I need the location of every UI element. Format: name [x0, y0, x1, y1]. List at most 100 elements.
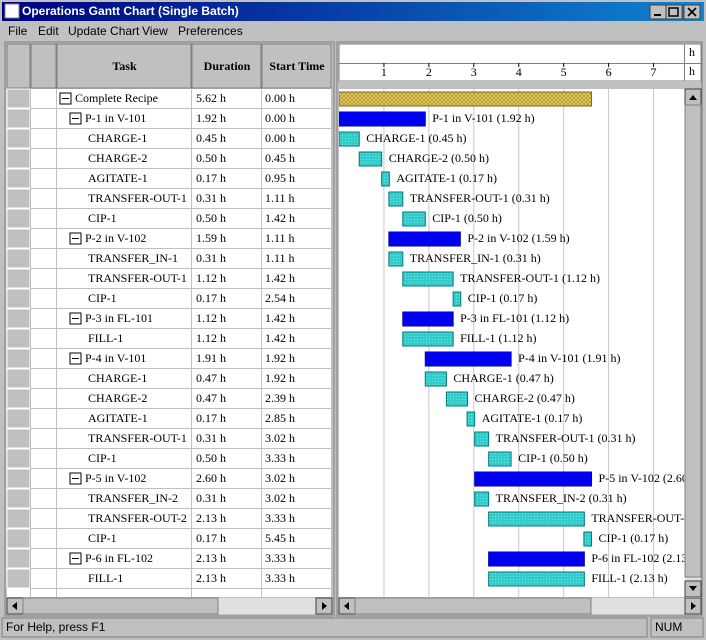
- start-cell: 0.00 h: [265, 111, 295, 125]
- gantt-bar: [339, 91, 593, 107]
- x-tick-label: 6: [606, 65, 612, 79]
- row-header[interactable]: [6, 488, 31, 509]
- row-header[interactable]: [6, 208, 31, 229]
- v-scroll-thumb[interactable]: [684, 104, 702, 578]
- task-name: P-4 in V-101: [85, 351, 146, 365]
- duration-cell: 0.31 h: [196, 251, 226, 265]
- row-header[interactable]: [6, 428, 31, 449]
- status-text: For Help, press F1: [6, 620, 106, 634]
- start-cell: 3.33 h: [265, 511, 295, 525]
- x-tick-label: 4: [516, 65, 522, 79]
- menu-item[interactable]: File: [8, 24, 28, 38]
- row-header[interactable]: [6, 448, 31, 469]
- row-header[interactable]: [6, 228, 31, 249]
- row-header[interactable]: [6, 388, 31, 409]
- arrow: [344, 602, 349, 610]
- start-cell: 3.33 h: [265, 551, 295, 565]
- bar-label: CIP-1 (0.17 h): [599, 531, 669, 545]
- row-header[interactable]: [6, 368, 31, 389]
- title-bar: [2, 2, 704, 21]
- task-name: TRANSFER-OUT-1: [88, 271, 187, 285]
- h-scroll-thumb[interactable]: [354, 597, 592, 615]
- bar-label: P-4 in V-101 (1.91 h): [518, 351, 620, 365]
- row-header[interactable]: [6, 88, 31, 109]
- bar-color: [425, 352, 512, 366]
- bar-color: [339, 112, 426, 126]
- duration-cell: 1.12 h: [196, 331, 226, 345]
- row-header[interactable]: [6, 468, 31, 489]
- gantt-bar: [488, 511, 585, 527]
- start-cell: 0.00 h: [265, 91, 295, 105]
- start-cell: 2.85 h: [265, 411, 295, 425]
- minimize-button[interactable]: [649, 4, 667, 20]
- header-cell: [30, 43, 57, 89]
- bar-color: [474, 472, 592, 486]
- start-cell: 1.92 h: [265, 371, 295, 385]
- arrow: [689, 95, 697, 100]
- bar-label: TRANSFER-OUT-1 (0.31 h): [496, 431, 636, 445]
- bar-label: P-1 in V-101 (1.92 h): [432, 111, 534, 125]
- bar-label: CIP-1 (0.50 h): [518, 451, 588, 465]
- menu-item[interactable]: View: [142, 24, 168, 38]
- header-cell: [56, 43, 192, 89]
- row-header[interactable]: [6, 348, 31, 369]
- task-name: P-6 in FL-102: [85, 551, 153, 565]
- row-header[interactable]: [6, 508, 31, 529]
- row-header[interactable]: [6, 288, 31, 309]
- menu-item[interactable]: Update Chart: [68, 24, 140, 38]
- plot-area: P-1 in V-101 (1.92 h) CHARGE-1 (0.45 h) CH…: [339, 89, 685, 597]
- row-header[interactable]: [6, 568, 31, 589]
- task-name: CIP-1: [88, 211, 117, 225]
- row-header[interactable]: [6, 548, 31, 569]
- duration-cell: 2.13 h: [196, 511, 226, 525]
- duration-cell: 2.60 h: [196, 471, 226, 485]
- row-header[interactable]: [6, 408, 31, 429]
- gantt-bar: [488, 451, 512, 467]
- bar-label: TRANSFER-OUT-1 (1.12 h): [460, 271, 600, 285]
- row-header[interactable]: [6, 528, 31, 549]
- row-header[interactable]: [6, 328, 31, 349]
- gantt-bar: [583, 531, 593, 547]
- start-cell: 0.00 h: [265, 131, 295, 145]
- gantt-bar: [488, 571, 585, 587]
- duration-cell: 0.31 h: [196, 191, 226, 205]
- row-header[interactable]: [6, 188, 31, 209]
- task-name: TRANSFER_IN-2: [88, 491, 178, 505]
- duration-cell: 0.31 h: [196, 431, 226, 445]
- bar-label: P-2 in V-102 (1.59 h): [467, 231, 569, 245]
- arrow: [689, 586, 697, 591]
- task-name: FILL-1: [88, 331, 123, 345]
- bar-label: CHARGE-2 (0.50 h): [389, 151, 489, 165]
- gantt-bar: [388, 191, 404, 207]
- gantt-chart: hh P-1 in V-101 (1.92 h) CHARGE-1 (0.45 h)…: [339, 44, 701, 597]
- row-header[interactable]: [6, 128, 31, 149]
- bar-color: [402, 312, 454, 326]
- task-name: AGITATE-1: [88, 411, 148, 425]
- bar-label: CHARGE-1 (0.47 h): [453, 371, 553, 385]
- close-glyph: [687, 7, 697, 17]
- menu-item[interactable]: Edit: [38, 24, 59, 38]
- start-cell: 5.45 h: [265, 531, 295, 545]
- row-header[interactable]: [6, 148, 31, 169]
- h-scroll-thumb[interactable]: [22, 597, 219, 615]
- start-cell: 3.02 h: [265, 491, 295, 505]
- duration-cell: 0.50 h: [196, 151, 226, 165]
- gantt-bar: [358, 151, 383, 167]
- start-cell: 3.02 h: [265, 431, 295, 445]
- task-name: CHARGE-1: [88, 371, 147, 385]
- row-header[interactable]: [6, 108, 31, 129]
- row-header[interactable]: [6, 168, 31, 189]
- bar-label: TRANSFER_IN-1 (0.31 h): [410, 251, 541, 265]
- gantt-bar: [402, 271, 454, 287]
- row-header[interactable]: [6, 248, 31, 269]
- start-cell: 1.42 h: [265, 331, 295, 345]
- task-name: P-5 in V-102: [85, 471, 146, 485]
- duration-cell: 0.17 h: [196, 411, 226, 425]
- header-cell: [261, 43, 332, 89]
- x-tick-label: 5: [561, 65, 567, 79]
- row-header[interactable]: [6, 268, 31, 289]
- row-header[interactable]: [6, 308, 31, 329]
- menu-item[interactable]: Preferences: [178, 24, 243, 38]
